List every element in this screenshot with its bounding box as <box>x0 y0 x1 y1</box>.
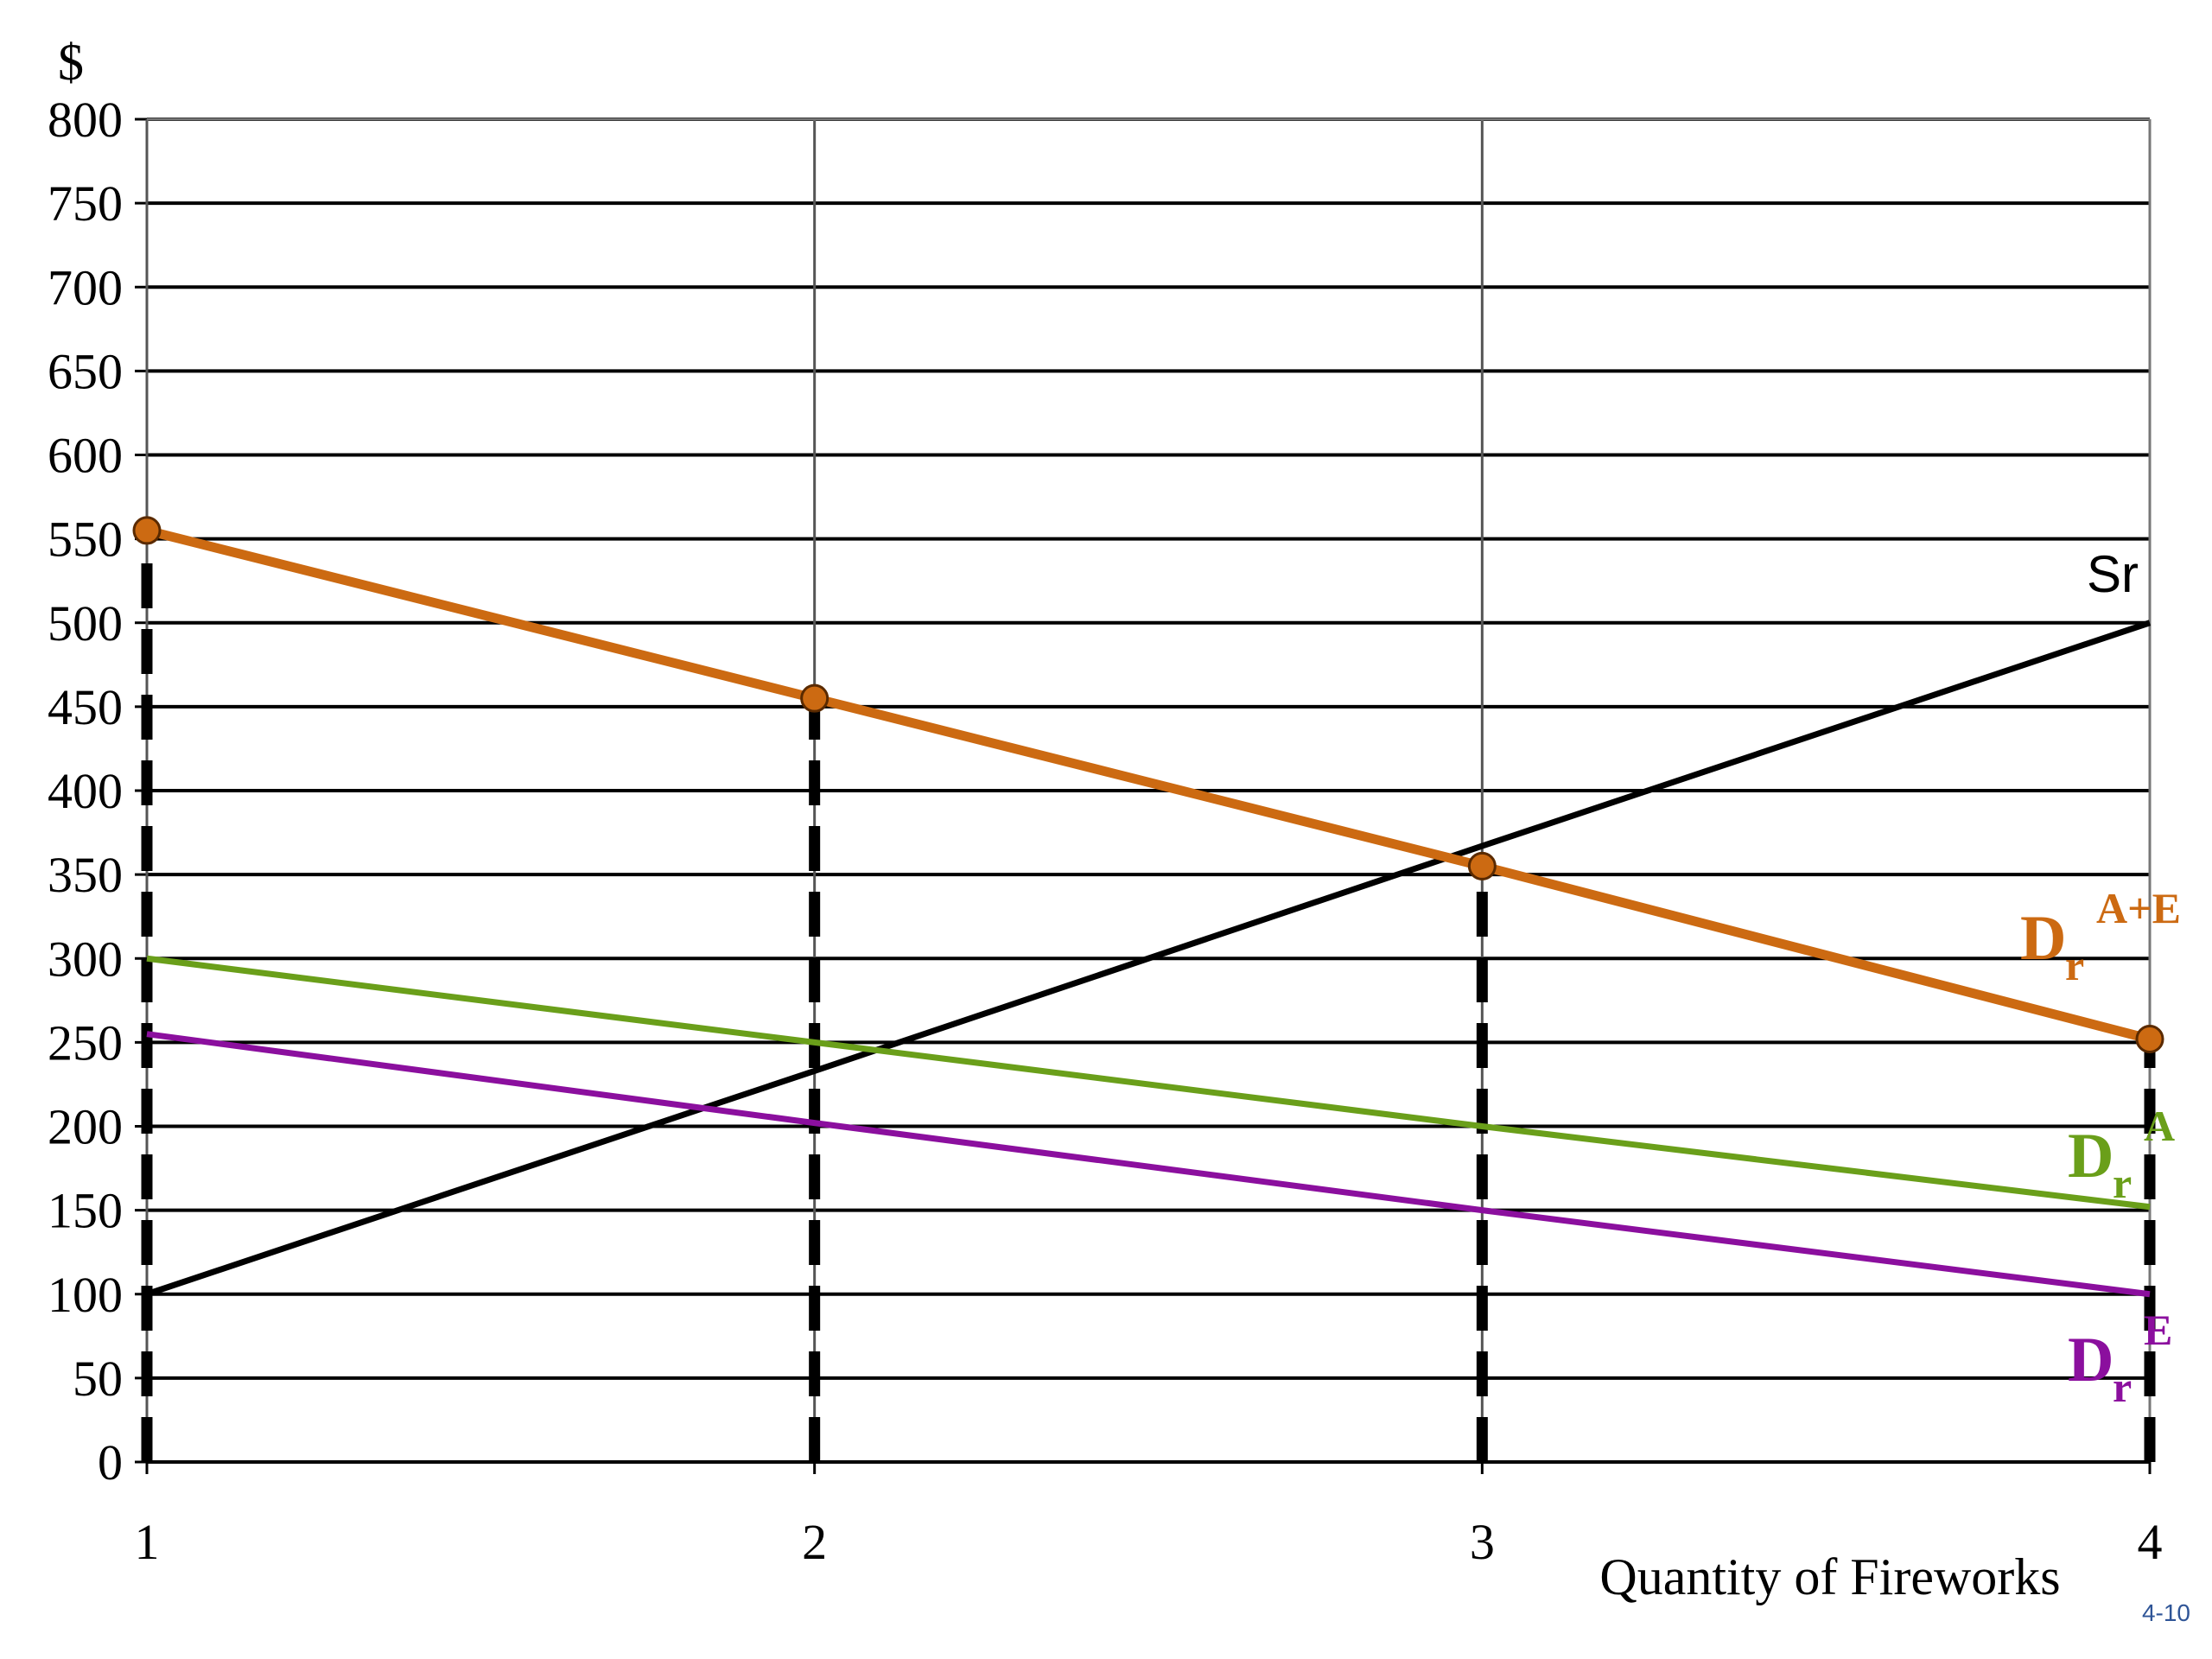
y-tick-label: 450 <box>48 679 123 735</box>
series-line-dr-e <box>146 1031 2151 1298</box>
series-label-dr-e: D <box>2068 1325 2113 1395</box>
dashed-guides <box>141 530 2156 1462</box>
y-tick-label: 150 <box>48 1183 123 1239</box>
y-tick-label: 200 <box>48 1099 123 1155</box>
y-tick-label: 50 <box>73 1351 123 1407</box>
series-label-dr-a: D <box>2068 1121 2113 1192</box>
y-tick-label: 500 <box>48 595 123 652</box>
x-tick-label: 3 <box>1470 1514 1495 1570</box>
series-line-sr <box>145 620 2152 1298</box>
x-axis-title: Quantity of Fireworks <box>1599 1548 2060 1605</box>
data-point <box>800 683 830 713</box>
y-tick-label: 700 <box>48 259 123 315</box>
y-tick-label: 400 <box>48 763 123 819</box>
data-point <box>1467 851 1497 880</box>
y-tick-label: 250 <box>48 1014 123 1071</box>
y-tick-labels: 0 50 100 150 200 250 300 350 400 450 500 550 600 650 7… <box>48 92 123 1491</box>
y-tick-label: 350 <box>48 847 123 903</box>
y-tick-label: 800 <box>48 92 123 148</box>
x-tick-label: 1 <box>135 1514 160 1570</box>
series-label-sup: A <box>2144 1102 2175 1150</box>
series-line-dr-a <box>146 955 2151 1211</box>
series-label-sr: Sr <box>2087 545 2139 603</box>
y-axis-title: $ <box>58 34 84 91</box>
y-tick-label: 100 <box>48 1267 123 1323</box>
series-label-sup: E <box>2144 1306 2172 1354</box>
series-label-dr-a-e: D <box>2020 903 2066 974</box>
series-label-sup: A+E <box>2096 884 2181 932</box>
series-label-sub: r <box>2113 1159 2132 1207</box>
series-label-sub: r <box>2065 941 2084 989</box>
y-tick-label: 650 <box>48 343 123 399</box>
data-point <box>132 516 162 545</box>
y-tick-label: 550 <box>48 512 123 568</box>
series-label-sub: r <box>2113 1363 2132 1411</box>
x-tick-label: 2 <box>802 1514 827 1570</box>
y-tick-label: 750 <box>48 175 123 232</box>
y-tick-label: 300 <box>48 931 123 987</box>
y-tick-label: 0 <box>98 1434 123 1491</box>
grid <box>135 118 2152 1474</box>
data-point <box>2135 1024 2164 1053</box>
markers-group <box>132 516 2164 1053</box>
y-tick-label: 600 <box>48 428 123 484</box>
slide-number: 4-10 <box>2142 1599 2190 1626</box>
series-line-dr-a-e <box>145 525 2152 1044</box>
x-tick-labels: 1 2 3 4 <box>135 1514 2163 1570</box>
x-tick-label: 4 <box>2138 1514 2163 1570</box>
series-group <box>145 525 2152 1298</box>
